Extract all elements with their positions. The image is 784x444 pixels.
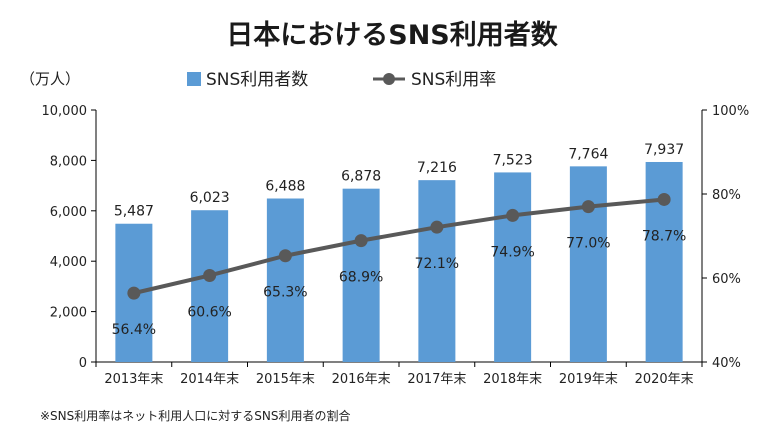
left-tick-label: 6,000: [50, 205, 87, 220]
rate-labels-group: 56.4% 60.6% 65.3% 68.9% 72.1% 74.9% 77.0% 78.7%: [112, 228, 687, 338]
bar: [494, 172, 532, 362]
bar-value-label: 6,488: [265, 179, 305, 195]
rate-point: [657, 192, 671, 206]
rate-value-label: 74.9%: [490, 244, 534, 260]
footnote: ※SNS利用率はネット利用人口に対するSNS利用者の割合: [40, 408, 350, 423]
bar: [266, 198, 304, 362]
rate-point: [203, 268, 217, 282]
x-tick-label: 2019年末: [559, 372, 618, 387]
rate-point: [581, 200, 595, 214]
bar: [342, 188, 380, 362]
left-axis: 0 2,000 4,000 6,000 8,000 10,000: [42, 104, 97, 371]
bar-value-label: 7,937: [644, 142, 684, 158]
right-tick-label: 60%: [712, 272, 741, 287]
rate-point: [506, 208, 520, 222]
left-tick-label: 4,000: [50, 255, 87, 270]
rate-value-label: 78.7%: [642, 228, 686, 244]
x-tick-label: 2016年末: [332, 372, 391, 387]
bar: [645, 161, 683, 362]
rate-value-label: 77.0%: [566, 236, 610, 252]
left-tick-label: 8,000: [50, 154, 87, 169]
rate-line-group: [127, 192, 671, 300]
x-axis: 2013年末 2014年末 2015年末 2016年末 2017年末 2018年末 2019…: [95, 361, 703, 387]
legend-line-marker: [383, 73, 395, 85]
legend-bar-swatch: [187, 72, 201, 86]
rate-value-label: 72.1%: [415, 256, 459, 272]
rate-line: [133, 197, 665, 296]
bar-value-label: 7,216: [417, 160, 457, 176]
right-tick-label: 40%: [712, 356, 741, 371]
rate-value-label: 65.3%: [263, 285, 307, 301]
right-tick-label: 80%: [712, 188, 741, 203]
x-tick-label: 2020年末: [635, 372, 694, 387]
x-tick-label: 2017年末: [407, 372, 466, 387]
left-tick-label: 2,000: [50, 306, 87, 321]
legend-line-label: SNS利用率: [411, 70, 496, 90]
chart-title: 日本におけるSNS利用者数: [226, 20, 558, 51]
rate-point: [354, 234, 368, 248]
x-tick-label: 2013年末: [104, 372, 163, 387]
left-tick-label: 0: [79, 356, 87, 371]
bar-value-label: 6,878: [341, 169, 381, 185]
bar: [569, 166, 607, 362]
x-tick-label: 2014年末: [180, 372, 239, 387]
bar-value-label: 5,487: [114, 204, 154, 220]
bar: [191, 210, 229, 362]
rate-point: [430, 220, 444, 234]
legend: SNS利用者数 SNS利用率: [187, 70, 496, 90]
bar: [418, 180, 456, 362]
rate-value-label: 68.9%: [339, 270, 383, 286]
bar-value-label: 7,523: [493, 152, 533, 168]
bar-labels-group: 5,487 6,023 6,488 6,878 7,216 7,523 7,764 7,937: [114, 142, 684, 220]
bar-value-label: 6,023: [190, 190, 230, 206]
right-axis: 40% 60% 80% 100%: [701, 104, 749, 371]
x-tick-label: 2018年末: [483, 372, 542, 387]
rate-point: [278, 249, 292, 263]
right-tick-label: 100%: [712, 104, 749, 119]
y-axis-unit: （万人）: [20, 70, 80, 88]
bar-value-label: 7,764: [568, 146, 608, 162]
rate-value-label: 60.6%: [187, 304, 231, 320]
rate-point: [127, 286, 141, 300]
legend-bar-label: SNS利用者数: [206, 70, 308, 90]
rate-value-label: 56.4%: [112, 322, 156, 338]
left-tick-label: 10,000: [42, 104, 88, 119]
x-tick-label: 2015年末: [256, 372, 315, 387]
